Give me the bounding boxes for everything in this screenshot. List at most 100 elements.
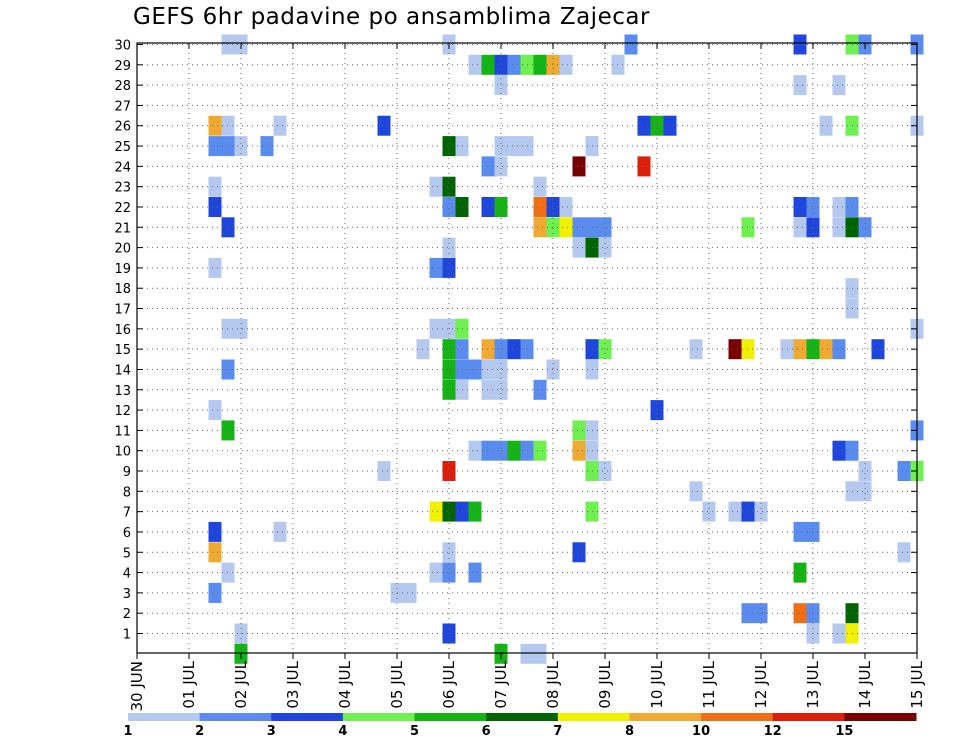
heatmap-cell (832, 197, 846, 217)
heatmap-cell (468, 54, 482, 75)
heatmap-cell (793, 217, 807, 238)
x-tick-label: 06 JUL (440, 660, 458, 708)
heatmap-cell (832, 75, 846, 96)
heatmap-cell (533, 440, 547, 461)
y-tick-label: 2 (123, 607, 131, 622)
heatmap-cell (208, 176, 222, 197)
x-tick-label: 13 JUL (804, 660, 822, 708)
heatmap-cell (494, 440, 508, 461)
heatmap-cell (377, 461, 391, 481)
heatmap-cell (533, 197, 547, 217)
heatmap-cell (793, 521, 807, 542)
heatmap-cell (793, 197, 807, 217)
heatmap-cell (442, 461, 456, 481)
heatmap-cell (637, 156, 651, 177)
y-tick-label: 9 (123, 465, 131, 480)
colorbar-segment (844, 713, 917, 721)
heatmap-cell (208, 521, 222, 542)
heatmap-cell (689, 339, 703, 360)
x-tick-label: 30 JUN (128, 661, 146, 711)
chart-title: GEFS 6hr padavine po ansamblima Zajecar (133, 4, 650, 30)
heatmap-cell (442, 542, 456, 563)
heatmap-cell (520, 643, 534, 664)
heatmap-cell (832, 217, 846, 238)
heatmap-cell (442, 359, 456, 380)
heatmap-cell (637, 115, 651, 136)
x-tick-label: 14 JUL (856, 660, 874, 708)
heatmap-cell (663, 115, 677, 136)
heatmap-cell (832, 623, 846, 644)
colorbar-segment (199, 713, 272, 721)
heatmap-cell (442, 237, 456, 258)
colorbar-segment (128, 713, 201, 721)
heatmap-cell (494, 359, 508, 380)
colorbar-label: 12 (764, 724, 782, 739)
heatmap-cell (494, 156, 508, 177)
heatmap-cell (468, 501, 482, 522)
heatmap-cell (468, 359, 482, 380)
heatmap-cell (507, 339, 521, 360)
x-tick-label: 15 JUL (908, 660, 926, 708)
heatmap-cell (793, 562, 807, 583)
heatmap-cell (572, 217, 586, 238)
colorbar-label: 10 (692, 724, 710, 739)
heatmap-cell (403, 582, 417, 603)
y-tick-label: 28 (114, 79, 131, 94)
x-tick-label: 12 JUL (752, 660, 770, 708)
heatmap-cell (377, 115, 391, 136)
heatmap-cell (533, 217, 547, 238)
x-tick-label: 01 JUL (180, 660, 198, 708)
heatmap-cell (533, 643, 547, 664)
heatmap-cell (208, 542, 222, 563)
heatmap-cell (559, 197, 573, 217)
y-tick-label: 19 (114, 262, 131, 277)
y-tick-label: 25 (114, 140, 131, 155)
heatmap-cell (728, 501, 742, 522)
y-tick-label: 18 (114, 282, 131, 297)
heatmap-cell (429, 257, 443, 278)
heatmap-cell (494, 54, 508, 75)
x-tick-label: 11 JUL (700, 660, 718, 708)
heatmap-cell (442, 136, 456, 157)
colorbar-label: 4 (338, 724, 347, 739)
heatmap-cell (728, 339, 742, 360)
heatmap-cell (858, 481, 872, 502)
heatmap-cell (208, 257, 222, 278)
heatmap-cell (572, 237, 586, 258)
heatmap-cell (429, 318, 443, 339)
colorbar-segment (701, 713, 774, 721)
x-tick-label: 07 JUL (492, 660, 510, 708)
heatmap-cell (819, 115, 833, 136)
heatmap-cell (494, 75, 508, 96)
heatmap-cell (208, 197, 222, 217)
heatmap-cell (598, 339, 612, 360)
y-tick-label: 24 (114, 160, 131, 175)
heatmap-cell (442, 562, 456, 583)
y-tick-label: 23 (114, 181, 131, 196)
heatmap-cell (507, 440, 521, 461)
heatmap-cell (702, 501, 716, 522)
heatmap-cell (572, 542, 586, 563)
y-tick-label: 30 (114, 39, 131, 54)
colorbar-label: 2 (195, 724, 204, 739)
heatmap-cell (429, 176, 443, 197)
colorbar-segment (342, 713, 415, 721)
colorbar-segment (271, 713, 344, 721)
y-tick-label: 8 (123, 485, 131, 500)
y-tick-label: 22 (114, 201, 131, 216)
heatmap-cell (533, 54, 547, 75)
heatmap-cell (442, 176, 456, 197)
x-tick-label: 05 JUL (388, 660, 406, 708)
heatmap-cell (208, 136, 222, 157)
heatmap-cell (689, 481, 703, 502)
heatmap-cell (832, 440, 846, 461)
y-tick-label: 16 (114, 323, 131, 338)
colorbar-label: 5 (410, 724, 419, 739)
heatmap-cell (442, 501, 456, 522)
heatmap-cell (273, 115, 287, 136)
x-tick-label: 09 JUL (596, 660, 614, 708)
heatmap-cell (793, 34, 807, 55)
heatmap-cell (442, 379, 456, 400)
x-tick-label: 04 JUL (336, 660, 354, 708)
